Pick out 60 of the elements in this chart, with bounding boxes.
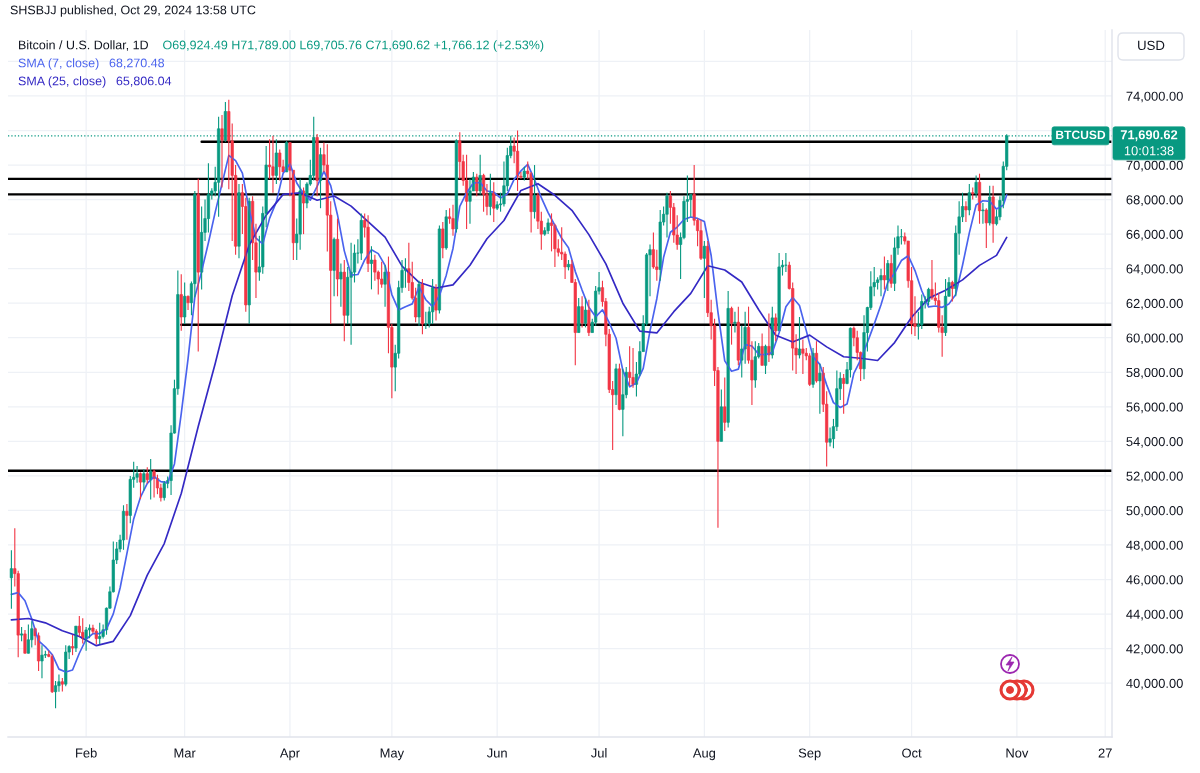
candlestick [274, 138, 278, 185]
y-tick-label: 54,000.00 [1126, 437, 1183, 448]
chart-title: SHSBJJ published, Oct 29, 2024 13:58 UTC [10, 5, 256, 17]
candlestick [444, 209, 448, 251]
candlestick [50, 653, 54, 694]
y-tick-label: 40,000.00 [1126, 678, 1183, 690]
x-tick-label: Feb [76, 748, 97, 758]
text: SMA (7, close) [18, 58, 99, 70]
y-tick-label: 48,000.00 [1126, 540, 1183, 552]
y-tick-label: 42,000.00 [1126, 644, 1183, 655]
x-tick-label: Oct [902, 748, 922, 758]
text: 10:01:38 [1124, 146, 1174, 156]
candlestick [984, 207, 988, 249]
candlestick [278, 148, 282, 182]
candlestick [196, 178, 200, 353]
y-tick-label: 68,000.00 [1126, 195, 1183, 206]
annotation: 65,806.04 [116, 76, 172, 87]
candlestick [621, 368, 625, 437]
x-tick-label: Jun [486, 748, 507, 758]
y-axis-title: USD [1138, 40, 1165, 51]
annotation: 68,270.48 [109, 58, 165, 69]
x-tick-label: May [380, 748, 405, 761]
x-tick-label: Jul [591, 748, 607, 758]
candlestick [342, 259, 346, 342]
candlestick [658, 209, 662, 282]
x-tick-label: 27 [1098, 748, 1112, 758]
candlestick [179, 273, 183, 332]
y-tick-label: 52,000.00 [1126, 471, 1183, 483]
y-tick-label: 56,000.00 [1126, 402, 1183, 414]
annotation: BTCUSD [1056, 130, 1106, 140]
y-tick-label: 64,000.00 [1126, 264, 1183, 275]
candlestick [98, 622, 102, 645]
annotation: O69,924.49 H71,789.00 L69,705.76 C71,690.62 +1,766.12 (+2.53%) [163, 40, 544, 52]
y-tick-label: 70,000.00 [1126, 160, 1183, 172]
y-tick-label: 60,000.00 [1126, 333, 1183, 345]
candlestick [971, 186, 975, 201]
candlestick [753, 340, 757, 389]
y-tick-label: 66,000.00 [1126, 229, 1183, 241]
y-tick-label: 62,000.00 [1126, 298, 1183, 310]
y-tick-label: 50,000.00 [1126, 506, 1183, 517]
y-tick-label: 46,000.00 [1126, 575, 1183, 586]
candlestick [64, 644, 68, 687]
candlestick [628, 345, 632, 387]
x-tick-label: Aug [692, 748, 716, 761]
candlestick [719, 388, 723, 442]
x-tick-label: Sep [798, 748, 821, 761]
text: SMA (25, close) [18, 76, 106, 88]
candlestick [702, 240, 706, 299]
y-tick-label: 58,000.00 [1126, 367, 1183, 379]
text: Bitcoin / U.S. Dollar, 1D [19, 40, 149, 51]
x-tick-label: Nov [1006, 748, 1029, 758]
candlestick [522, 166, 526, 182]
x-tick-label: Mar [174, 748, 196, 758]
candlestick [967, 183, 971, 216]
y-tick-label: 44,000.00 [1126, 609, 1183, 621]
y-tick-label: 74,000.00 [1126, 91, 1183, 103]
candlestick [359, 212, 363, 261]
ref-line-label: 71,690.62 [1120, 130, 1178, 142]
candlestick [162, 480, 166, 501]
x-tick-label: Apr [279, 748, 300, 761]
